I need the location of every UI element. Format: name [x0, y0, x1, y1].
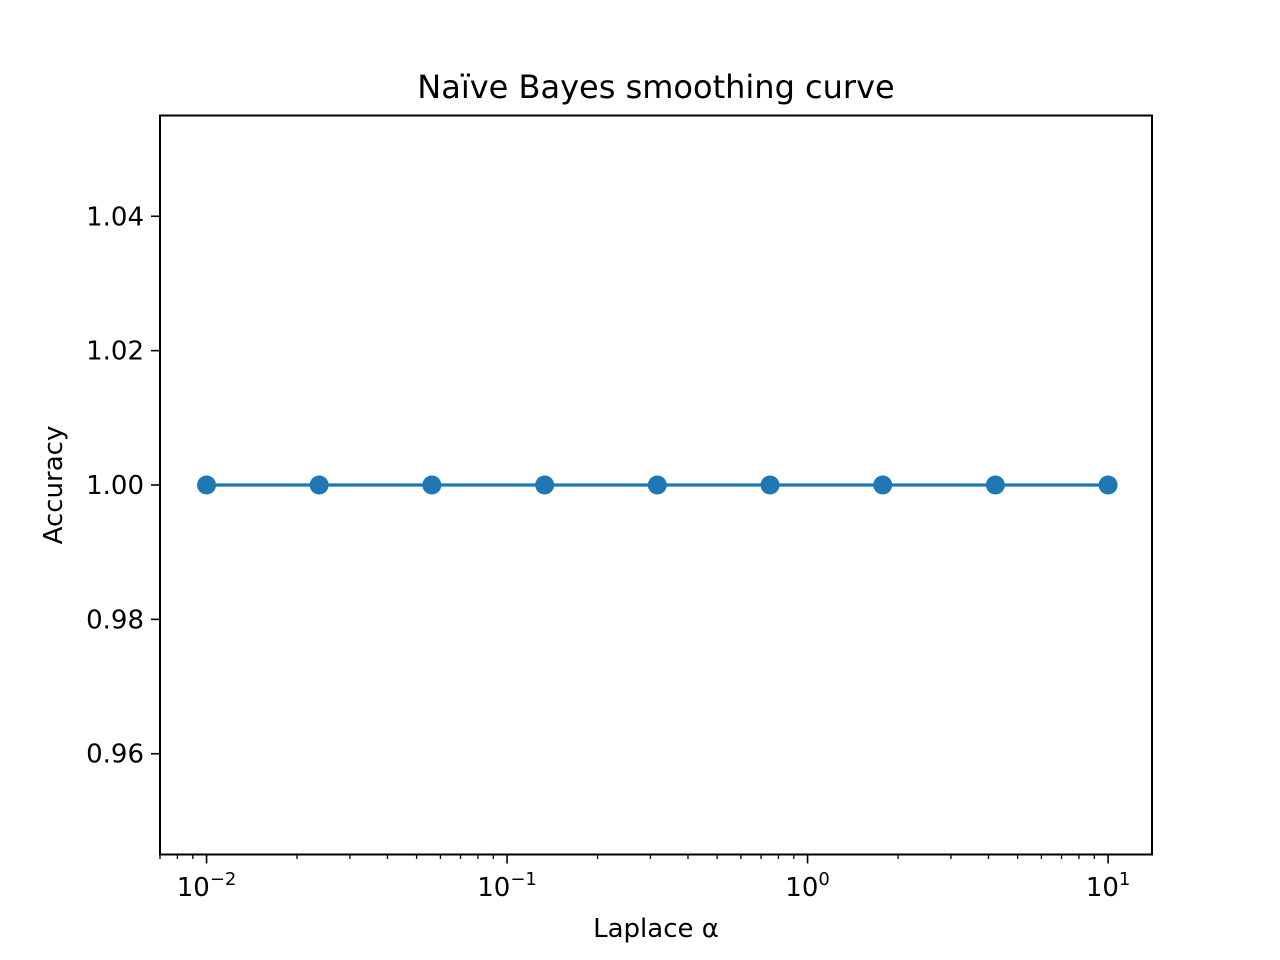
data-point [647, 475, 667, 495]
x-tick-label: 100 [785, 869, 830, 903]
x-tick-label: 10−1 [477, 869, 537, 903]
plot-area-frame [159, 114, 1153, 856]
data-point [422, 475, 442, 495]
data-point [873, 475, 893, 495]
x-tick-label: 101 [1086, 869, 1131, 903]
y-tick-label: 0.98 [86, 605, 144, 635]
y-tick-label: 0.96 [86, 740, 144, 770]
y-tick-label: 1.00 [86, 471, 144, 501]
data-point [1098, 475, 1118, 495]
plot-series [197, 475, 1118, 495]
x-axis-ticks: 10−2 10−1 100 101 [177, 854, 1131, 903]
data-point [985, 475, 1005, 495]
y-axis-ticks: 0.96 0.98 1.00 1.02 1.04 [86, 202, 160, 770]
y-tick-label: 1.04 [86, 202, 144, 232]
y-tick-label: 1.02 [86, 337, 144, 367]
chart-title: Naïve Bayes smoothing curve [417, 68, 894, 106]
data-point [197, 475, 217, 495]
data-point [535, 475, 555, 495]
x-tick-label: 10−2 [177, 869, 237, 903]
data-point [309, 475, 329, 495]
data-point [760, 475, 780, 495]
y-axis-label: Accuracy [39, 426, 69, 545]
x-axis-label: Laplace α [593, 914, 719, 944]
